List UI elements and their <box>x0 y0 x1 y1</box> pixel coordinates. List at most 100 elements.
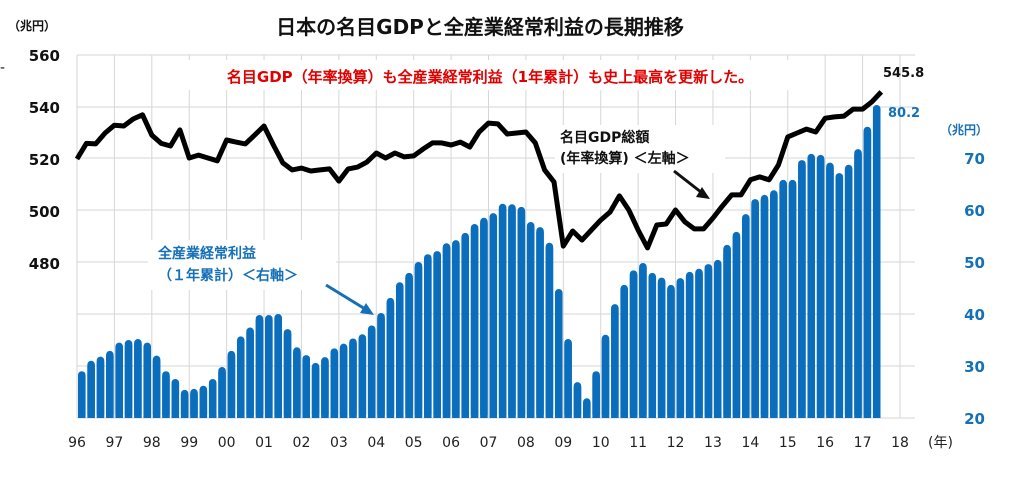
profit-bar-base <box>236 341 245 418</box>
profit-bar-base <box>246 332 254 418</box>
profit-bar-base <box>115 347 123 418</box>
gdp-arrowhead-icon <box>696 187 710 199</box>
profit-bar-base <box>265 320 273 418</box>
profit-bar-base <box>639 268 647 418</box>
profit-bar-base <box>461 237 469 418</box>
x-tick-label: 08 <box>517 435 535 451</box>
profit-bar-base <box>564 343 572 418</box>
left-axis-ticks: 560 540 520 500 480 <box>29 47 60 273</box>
gdp-last-value-label: 545.8 <box>883 66 924 81</box>
profit-bar-base <box>330 353 339 418</box>
profit-bar-base <box>779 184 787 418</box>
x-tick-label: 00 <box>218 435 236 451</box>
left-axis-marker: - <box>0 60 5 76</box>
profit-bar-base <box>508 209 516 418</box>
profit-bar-base <box>854 154 862 418</box>
profit-bars <box>78 104 881 419</box>
profit-annotation-line2: （１年累計）＜右軸＞ <box>158 267 298 284</box>
profit-bar-base <box>583 403 591 418</box>
profit-bar-base <box>311 367 320 418</box>
profit-bar-base <box>863 131 872 419</box>
gdp-annotation-line2: (年率換算) ＜左軸＞ <box>560 150 690 167</box>
x-tick-label: 15 <box>779 435 797 451</box>
profit-bar-base <box>414 267 423 418</box>
profit-bar-base <box>377 317 385 418</box>
profit-bar-base <box>395 287 404 418</box>
profit-bar-base <box>293 352 301 418</box>
right-tick-label: 70 <box>964 150 985 168</box>
profit-bar-base <box>611 309 619 418</box>
chart-subtitle: 名目GDP（年率換算）も全産業経常利益（1年累計）も史上最高を更新した。 <box>227 68 753 86</box>
x-tick-label: 07 <box>480 435 498 451</box>
profit-bar-base <box>134 343 142 418</box>
x-tick-label: 04 <box>367 435 385 451</box>
profit-bar-base <box>162 376 170 418</box>
x-tick-label: 12 <box>667 435 685 451</box>
left-tick-label: 540 <box>29 99 60 117</box>
x-tick-label: 11 <box>629 435 647 451</box>
profit-bar-base <box>274 319 282 418</box>
right-axis-unit: （兆円） <box>940 122 988 137</box>
profit-bar-base <box>339 348 348 418</box>
x-tick-label: 01 <box>255 435 273 451</box>
profit-annotation-line1: 全産業経常利益 <box>157 245 256 262</box>
profit-bar-base <box>835 178 844 418</box>
x-tick-label: 14 <box>741 435 759 451</box>
profit-bar-base <box>601 339 610 418</box>
left-tick-label: 480 <box>29 255 60 273</box>
profit-bar-base <box>657 282 666 418</box>
profit-bar-base <box>367 330 376 418</box>
right-tick-label: 20 <box>964 410 985 428</box>
right-tick-label: 50 <box>964 254 985 272</box>
profit-bar-base <box>770 195 778 418</box>
profit-bar-base <box>498 208 507 418</box>
profit-bar-base <box>723 249 731 418</box>
profit-bar-base <box>208 384 217 418</box>
profit-bar-base <box>620 289 628 418</box>
x-tick-label: 99 <box>180 435 198 451</box>
profit-bar-base <box>218 372 226 418</box>
left-axis-unit: （兆円） <box>8 18 56 33</box>
profit-bar-base <box>358 339 367 418</box>
chart-title: 日本の名目GDPと全産業経常利益の長期推移 <box>276 15 684 39</box>
profit-bar-base <box>386 302 395 418</box>
profit-bar-base <box>180 394 189 418</box>
x-tick-label: 09 <box>554 435 572 451</box>
x-tick-label: 13 <box>704 435 722 451</box>
profit-bar-base <box>433 256 441 418</box>
profit-bar-base <box>573 387 582 418</box>
profit-bar-base <box>732 236 741 418</box>
profit-bar-base <box>87 365 95 418</box>
profit-bar-base <box>742 219 750 418</box>
x-tick-label: 02 <box>293 435 311 451</box>
profit-bar-base <box>124 345 133 418</box>
profit-bar-base <box>143 347 152 418</box>
profit-bar-base <box>470 229 479 418</box>
profit-bar-base <box>536 232 544 418</box>
profit-bar-base <box>452 245 460 418</box>
profit-bar-base <box>106 355 114 418</box>
profit-last-value-label: 80.2 <box>888 106 920 121</box>
x-tick-label: 10 <box>592 435 610 451</box>
profit-bar-base <box>480 222 488 418</box>
profit-bar-base <box>545 247 554 418</box>
profit-bar-base <box>816 159 825 418</box>
profit-bar-base <box>826 167 834 418</box>
gdp-line <box>74 90 884 251</box>
profit-bar-base <box>517 211 526 418</box>
profit-bar-base <box>424 259 432 418</box>
profit-bar-base <box>676 283 685 418</box>
profit-bar-base <box>760 199 769 418</box>
profit-bar-base <box>489 218 498 418</box>
x-tick-label: 03 <box>330 435 348 451</box>
profit-bar-base <box>171 384 180 418</box>
profit-bar-base <box>321 362 329 418</box>
profit-bar-base <box>302 360 311 418</box>
profit-bar-base <box>592 376 600 418</box>
right-tick-label: 40 <box>964 306 985 324</box>
x-axis-ticks: 96 97 98 99 00 01 02 03 04 05 06 07 08 09 10 11 12 13 14 15… <box>68 435 909 451</box>
profit-bar-base <box>704 269 713 418</box>
profit-bar-base <box>844 169 853 418</box>
profit-bar-base <box>751 204 759 418</box>
